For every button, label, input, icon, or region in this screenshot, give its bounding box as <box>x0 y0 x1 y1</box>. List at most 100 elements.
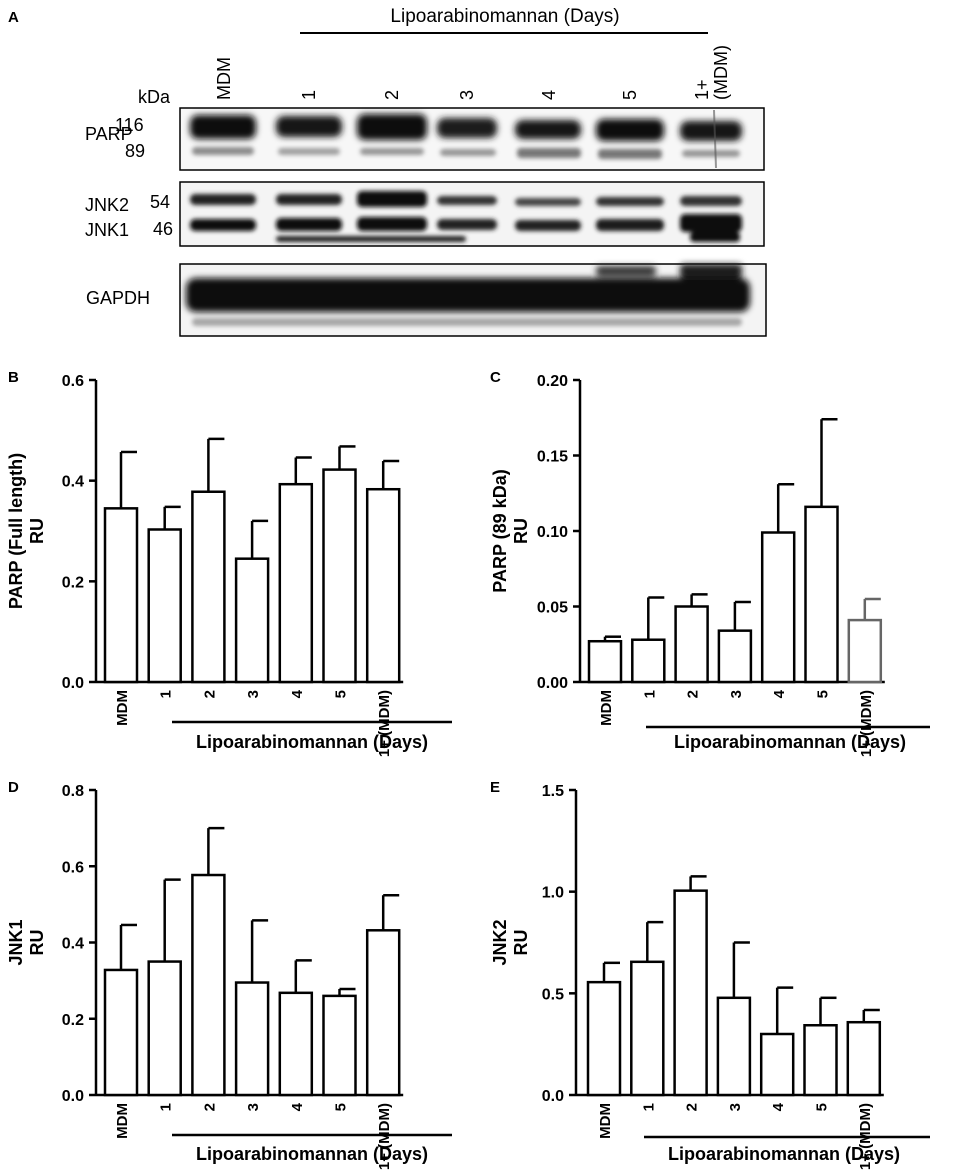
jnk-strip <box>179 181 765 247</box>
y-tick-label: 0.2 <box>62 574 84 591</box>
y-tick-label: 0.8 <box>62 783 84 800</box>
panel-letter: C <box>490 369 501 386</box>
panel-letter: B <box>8 369 19 386</box>
y-axis-label: JNK2RU <box>490 919 531 965</box>
bar <box>759 1032 795 1097</box>
lane-label: 3 <box>457 90 477 100</box>
x-tick-label: 1 <box>641 690 658 698</box>
x-tick-label: 1 <box>158 690 175 698</box>
blot-header: Lipoarabinomannan (Days) <box>390 6 619 27</box>
y-tick-label: 0.00 <box>537 675 568 692</box>
x-axis-label: Lipoarabinomannan (Days) <box>674 732 906 752</box>
x-axis-label: Lipoarabinomannan (Days) <box>196 732 428 752</box>
strip-label-parp: PARP <box>85 124 133 144</box>
x-tick-label: 4 <box>770 1102 787 1111</box>
x-tick-label: 5 <box>333 1103 350 1111</box>
chart-b-parp-full-length: B 0.0 0.2 0.4 0.6 PARP (Full length)RU MDM 1 2 3 4… <box>6 369 452 757</box>
bar <box>804 505 839 684</box>
y-tick-label: 0.4 <box>62 474 84 491</box>
y-tick-label: 0.0 <box>62 675 84 692</box>
lane-label: 4 <box>539 90 559 100</box>
panel-letter: E <box>490 779 500 796</box>
x-tick-label: 1 <box>640 1103 657 1111</box>
x-tick-label: 4 <box>289 1102 306 1111</box>
lane-labels: MDM 1 2 3 4 5 1+(MDM) <box>214 45 731 100</box>
bar <box>847 618 883 684</box>
x-tick-label: 5 <box>814 1103 831 1111</box>
y-tick-label: 0.0 <box>62 1088 84 1105</box>
y-tick-label: 0.5 <box>542 986 564 1003</box>
chart-c-parp-89kda: C 0.00 0.05 0.10 0.15 0.20 PARP (89 kDa)RU MDM 1… <box>490 369 930 757</box>
y-tick-label: 0.15 <box>537 449 568 466</box>
x-tick-label: 1 <box>158 1103 175 1111</box>
bar <box>322 994 357 1097</box>
x-tick-label: 1+ (MDM) <box>376 1103 393 1170</box>
y-tick-label: 0.2 <box>62 1012 84 1029</box>
lane-label: MDM <box>214 57 234 100</box>
lane-label: 1+(MDM) <box>692 45 731 100</box>
x-tick-label: MDM <box>114 1103 131 1139</box>
bar <box>803 1024 838 1097</box>
y-tick-label: 1.5 <box>542 783 564 800</box>
bar <box>630 960 665 1097</box>
bar <box>673 889 708 1097</box>
bar <box>716 996 752 1097</box>
y-tick-label: 0.6 <box>62 859 84 876</box>
bar <box>846 1020 882 1097</box>
y-tick-label: 0.4 <box>62 936 84 953</box>
x-tick-label: 1+ (MDM) <box>858 690 875 757</box>
parp-strip <box>179 107 765 171</box>
strip-label-jnk1: JNK1 <box>85 220 129 240</box>
bar <box>587 639 623 684</box>
bar <box>586 980 622 1097</box>
y-axis-label: JNK1RU <box>6 919 47 965</box>
y-tick-label: 0.10 <box>537 524 568 541</box>
x-tick-label: 1+ (MDM) <box>376 690 393 757</box>
lane-label: 5 <box>620 90 640 100</box>
bar <box>674 605 709 684</box>
bar <box>191 873 226 1097</box>
x-tick-label: 5 <box>333 690 350 698</box>
strip-label-jnk2: JNK2 <box>85 195 129 215</box>
y-axis-label: PARP (89 kDa)RU <box>490 469 531 592</box>
x-tick-label: 2 <box>201 1103 218 1111</box>
x-tick-label: MDM <box>597 1103 614 1139</box>
y-tick-label: 0.0 <box>542 1088 564 1105</box>
y-axis-label: PARP (Full length)RU <box>6 453 47 609</box>
x-tick-label: 2 <box>685 690 702 698</box>
x-tick-label: 5 <box>815 690 832 698</box>
bar <box>322 468 357 684</box>
lane-label: 1 <box>299 90 319 100</box>
gapdh-strip <box>179 263 767 337</box>
bar <box>631 638 666 684</box>
x-tick-label: 4 <box>289 689 306 698</box>
strip-label-gapdh: GAPDH <box>86 288 150 308</box>
bar <box>147 528 182 684</box>
x-tick-label: 3 <box>245 1103 262 1111</box>
x-axis-label: Lipoarabinomannan (Days) <box>668 1144 900 1164</box>
y-tick-label: 0.6 <box>62 373 84 390</box>
parp-strip-frame <box>179 107 765 171</box>
bar <box>234 557 270 684</box>
chart-d-jnk1: D 0.0 0.2 0.4 0.6 0.8 JNK1RU MDM 1 2 3 4 5 1+ (MDM)Li… <box>6 779 452 1170</box>
y-tick-label: 0.05 <box>537 600 568 617</box>
x-tick-label: 3 <box>245 690 262 698</box>
kda-marker: 116 <box>115 115 144 135</box>
x-tick-label: MDM <box>114 690 131 726</box>
bar <box>278 991 314 1097</box>
x-tick-label: 3 <box>728 690 745 698</box>
x-tick-label: 3 <box>727 1103 744 1111</box>
kda-label: kDa <box>138 87 171 107</box>
bar <box>191 490 226 684</box>
y-tick-label: 0.20 <box>537 373 568 390</box>
bar <box>147 960 182 1097</box>
y-tick-label: 1.0 <box>542 885 564 902</box>
bar <box>760 531 796 684</box>
bar <box>103 968 139 1097</box>
x-tick-label: MDM <box>598 690 615 726</box>
x-tick-label: 4 <box>771 689 788 698</box>
panel-letter-a: A <box>8 9 19 26</box>
bar <box>278 482 314 684</box>
bar <box>103 507 139 684</box>
bar <box>717 629 753 684</box>
